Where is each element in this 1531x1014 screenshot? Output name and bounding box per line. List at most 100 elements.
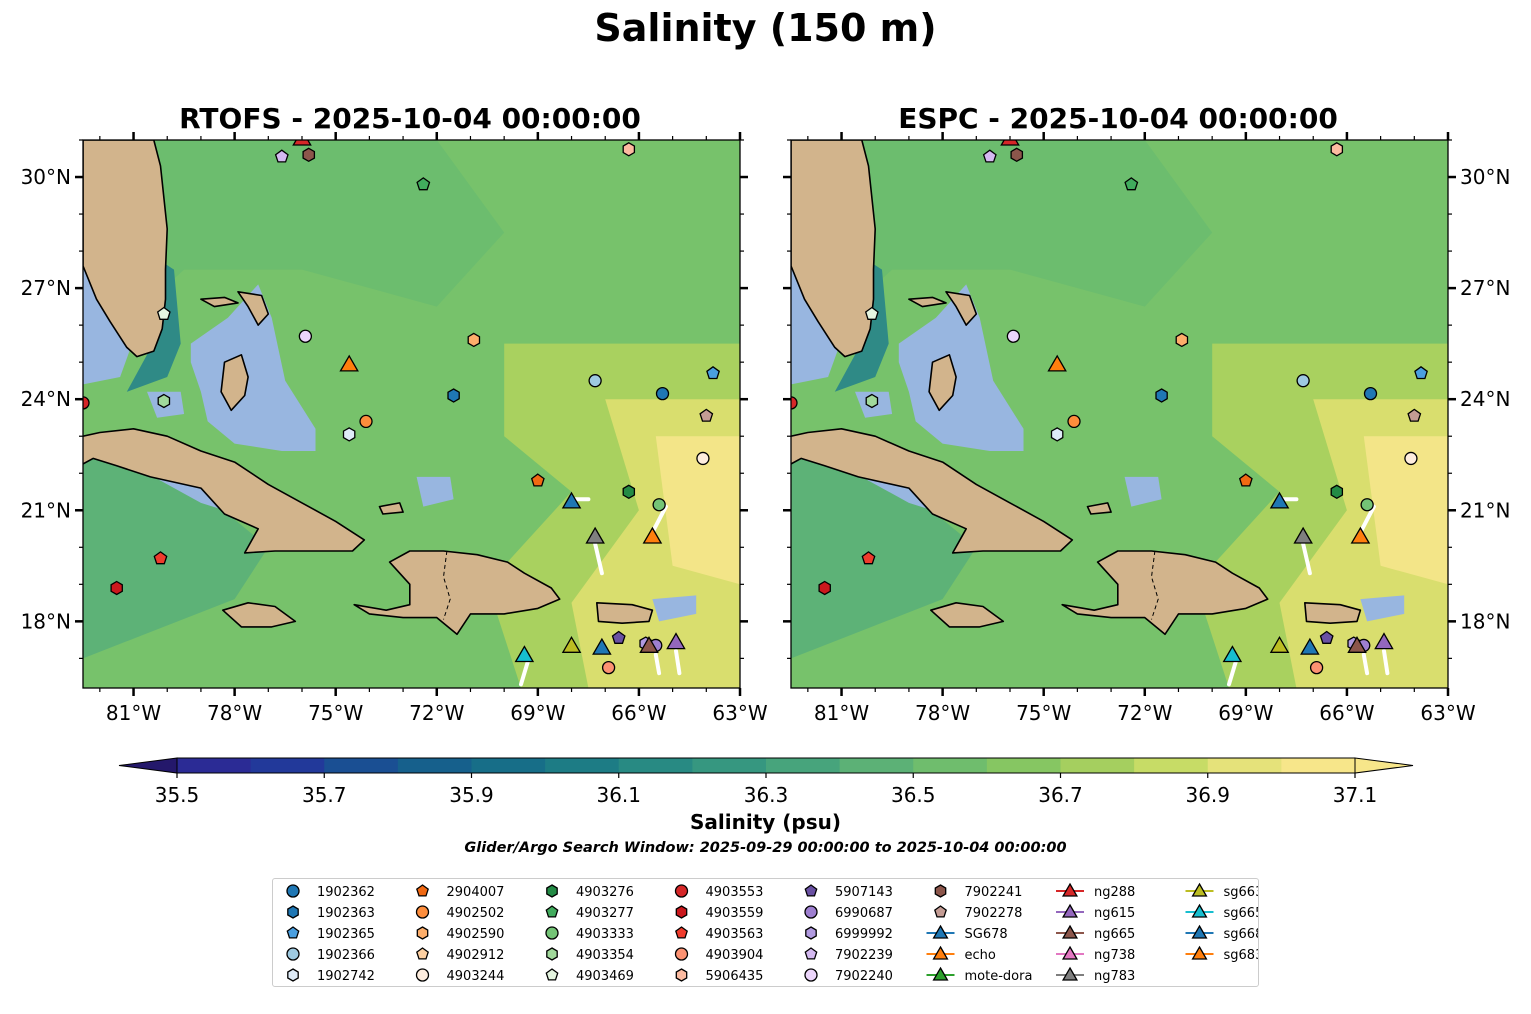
y-tick-label: 27°N <box>1460 276 1510 300</box>
legend-item-4903563: 4903563 <box>675 926 763 942</box>
map-panels: 81°W 78°W 75°W 72°W 69°W 66°W 63°W 30°N 27°N 24°N… <box>21 132 1510 725</box>
float-1902366 <box>588 374 602 388</box>
legend-label: mote-dora <box>965 969 1033 984</box>
legend-marker <box>286 947 300 961</box>
legend-item-4903559: 4903559 <box>675 905 763 921</box>
legend-item-4903354: 4903354 <box>546 947 634 963</box>
legend-label: 1902363 <box>317 906 375 921</box>
y-tick-label: 30°N <box>21 165 71 189</box>
float-7902241 <box>302 147 316 163</box>
y-tick-label: 21°N <box>21 498 71 522</box>
legend-item-4903553: 4903553 <box>674 884 763 900</box>
glider-track <box>674 649 682 676</box>
legend-marker <box>675 905 688 919</box>
x-tick-label: 63°W <box>712 701 767 725</box>
land-abaco <box>945 290 978 326</box>
x-tick-label: 78°W <box>915 701 970 725</box>
float-4903354 <box>865 393 879 409</box>
salinity-region-max <box>655 436 740 585</box>
float-4903276 <box>622 484 636 500</box>
colorbar-bin <box>692 758 767 773</box>
legend-label: 1902365 <box>317 927 375 942</box>
salinity-region-max <box>1363 436 1448 585</box>
map-frame <box>82 139 741 689</box>
colorbar-tick-label: 36.3 <box>744 783 789 807</box>
legend-marker <box>415 968 430 982</box>
x-tick-label: 75°W <box>308 701 363 725</box>
colorbar-label: Salinity (psu) <box>689 810 841 834</box>
legend-marker <box>1191 903 1208 918</box>
legend-label: 1902362 <box>317 885 375 900</box>
legend-marker <box>545 905 559 918</box>
search-window-note: Glider/Argo Search Window: 2025-09-29 00… <box>464 840 1067 856</box>
colorbar-tick-label: 36.7 <box>1038 783 1083 807</box>
legend-marker <box>416 884 429 897</box>
legend-item-mote-dora: mote-dora <box>926 966 1033 984</box>
legend-item-1902742: 1902742 <box>287 968 375 984</box>
land-cuba <box>791 427 1074 554</box>
border-haiti-dr <box>1150 550 1159 620</box>
legend-marker <box>416 947 429 960</box>
legend-label: sg668 <box>1224 927 1259 942</box>
legend-item-5907143: 5907143 <box>804 884 893 900</box>
float-5906435 <box>622 142 636 157</box>
legend-item-sg665: sg665 <box>1185 903 1263 921</box>
legend-item-7902241: 7902241 <box>934 884 1022 900</box>
float-4903904 <box>1309 660 1324 675</box>
legend-marker <box>932 966 949 981</box>
float-1902366 <box>1296 374 1310 388</box>
figure-title: Salinity (150 m) <box>594 6 937 50</box>
legend-item-sg663: sg663 <box>1185 882 1263 900</box>
float-1902362 <box>1363 386 1378 401</box>
float-1902363 <box>1155 388 1168 403</box>
y-tick-label: 24°N <box>1460 387 1510 411</box>
glider-ng288 <box>292 140 312 146</box>
glider-sg683 <box>642 526 663 544</box>
land-jamaica <box>929 601 1005 628</box>
legend: 1902362 1902363 1902365 1902366 1902742 29040… <box>272 878 1263 987</box>
salinity-region-west <box>83 454 269 659</box>
map-frame <box>790 139 1449 689</box>
legend-item-7902278: 7902278 <box>934 905 1022 921</box>
legend-item-1902363: 1902363 <box>287 905 375 921</box>
legend-label: 4902912 <box>447 948 505 963</box>
float-4902912 <box>1452 308 1464 320</box>
legend-marker <box>674 947 689 961</box>
legend-item-4903333: 4903333 <box>545 926 634 942</box>
legend-marker <box>674 884 689 898</box>
legend-item-4903469: 4903469 <box>545 968 634 984</box>
land-florida <box>791 140 877 358</box>
land-cuba <box>83 427 366 554</box>
colorbar-bin <box>1134 758 1209 773</box>
legend-marker <box>932 924 949 939</box>
legend-label: 4903333 <box>576 927 634 942</box>
legend-item-SG678: SG678 <box>926 924 1008 942</box>
land-andros <box>928 353 957 412</box>
colorbar-bin <box>1207 758 1282 773</box>
legend-item-echo: echo <box>926 945 996 963</box>
float-4902590 <box>1175 332 1189 348</box>
legend-marker <box>415 905 430 919</box>
legend-label: 1902366 <box>317 948 375 963</box>
legend-label: ng738 <box>1094 948 1135 963</box>
shelf-prShelf <box>652 595 697 622</box>
legend-label: 5906435 <box>706 969 764 984</box>
salinity-region-north <box>83 140 505 363</box>
legend-item-7902240: 7902240 <box>804 968 893 984</box>
colorbar-bin <box>250 758 325 773</box>
glider-sg663 <box>561 635 582 653</box>
legend-marker <box>934 884 947 898</box>
salinity-region-north <box>791 140 1213 363</box>
legend-marker <box>546 884 558 898</box>
border-haiti-dr <box>442 550 451 620</box>
x-tick-label: 63°W <box>1420 701 1475 725</box>
legend-marker <box>1191 945 1208 960</box>
legend-marker <box>805 926 817 940</box>
glider-track <box>1361 652 1370 676</box>
float-1902362 <box>655 386 670 401</box>
glider-sg683 <box>1350 526 1371 544</box>
float-7902239 <box>982 149 997 163</box>
legend-label: sg663 <box>1224 885 1259 900</box>
colorbar-tick-label: 37.1 <box>1333 783 1378 807</box>
float-7902240 <box>1006 329 1021 343</box>
